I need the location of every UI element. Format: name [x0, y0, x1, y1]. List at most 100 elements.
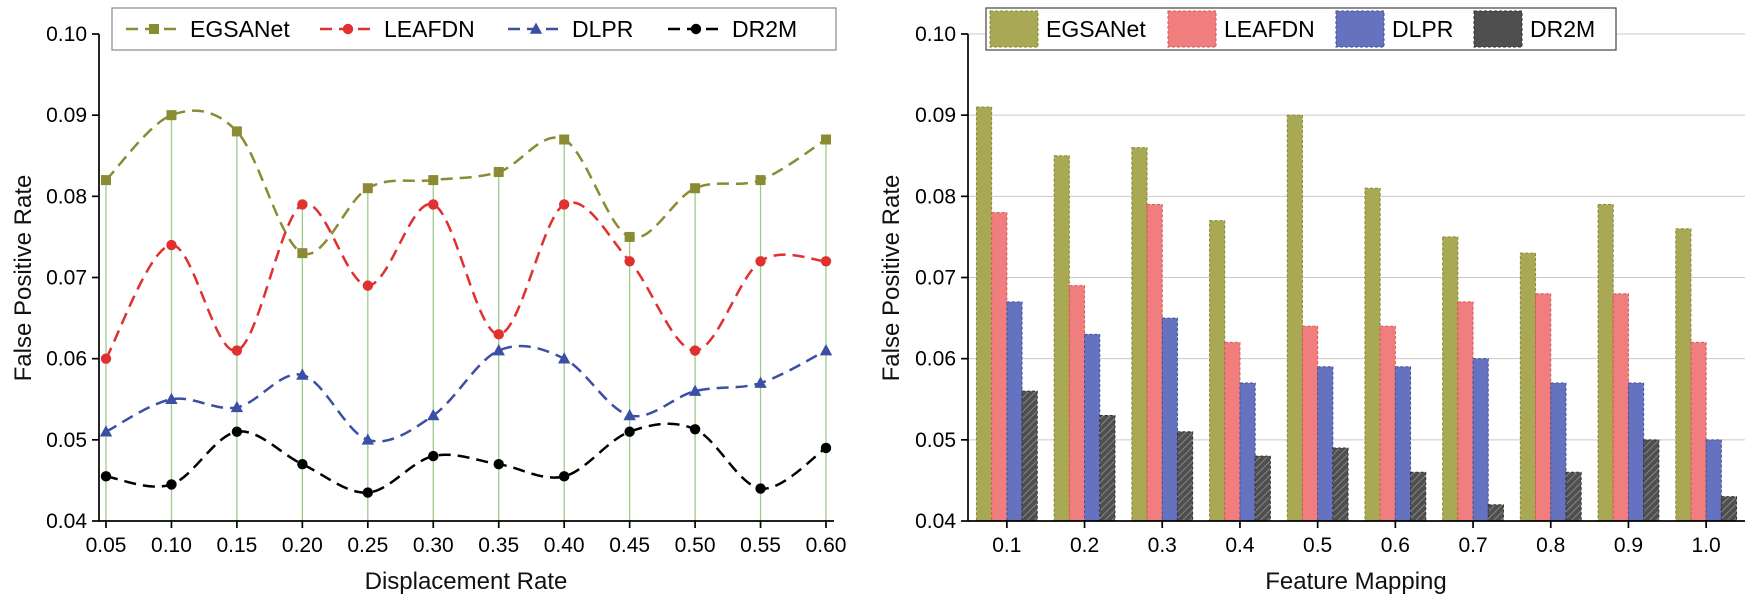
bar [1472, 358, 1489, 522]
y-tick-label: 0.08 [915, 185, 956, 208]
bar [1084, 333, 1101, 522]
legend-item-leafdn: LEAFDN [1167, 10, 1315, 48]
circle-marker [690, 23, 702, 35]
x-tick-label: 0.7 [1458, 534, 1487, 557]
square-marker [690, 183, 701, 194]
bar [1535, 293, 1552, 522]
square-marker [149, 24, 159, 34]
circle-marker [100, 471, 112, 482]
bar-chart-svg: 0.04 0.05 0.06 0.07 0.08 0.09 0.10 0.1 0.2 0.3 0.4… [915, 7, 1745, 557]
circle-marker [558, 199, 570, 210]
bar [1224, 341, 1241, 522]
axes: 0.040.050.060.070.080.090.100.05 0.10 0.15… [46, 23, 846, 557]
bar [1239, 382, 1256, 522]
bar [1068, 285, 1086, 522]
x-tick-label: 0.15 [216, 534, 257, 557]
bar [1487, 504, 1504, 522]
bar-chart-legend: EGSANet LEAFDN DLPR DR2M [985, 7, 1617, 51]
legend-label: DLPR [572, 16, 633, 42]
y-tick-label: 0.09 [46, 104, 87, 127]
line-chart-x-axis-title: Displacement Rate [364, 568, 568, 595]
x-tick-label: 0.05 [86, 534, 127, 557]
x-tick-label: 0.6 [1381, 534, 1410, 557]
x-tick-label: 0.20 [282, 534, 323, 557]
y-tick-label: 0.06 [915, 348, 956, 371]
circle-marker [624, 426, 635, 437]
legend-item-leafdn: LEAFDN [320, 16, 475, 42]
bar-series-dlpr [1006, 301, 1722, 522]
circle-marker [166, 239, 177, 251]
x-tick-label: 0.5 [1303, 534, 1332, 557]
bar [1612, 293, 1629, 522]
triangle-marker [819, 344, 833, 356]
x-tick-label: 0.30 [413, 534, 454, 557]
bar-chart-x-axis-title: Feature Mapping [1265, 568, 1447, 595]
bar [1209, 220, 1226, 522]
bar [1053, 155, 1070, 522]
bar [991, 212, 1008, 522]
triangle-marker [361, 433, 375, 445]
legend-label: EGSANet [1046, 16, 1146, 42]
y-tick-label: 0.05 [46, 429, 87, 452]
y-tick-label: 0.10 [915, 23, 956, 46]
triangle-marker [623, 408, 636, 421]
circle-marker [689, 345, 701, 356]
circle-marker [820, 256, 832, 267]
y-tick-label: 0.04 [46, 510, 87, 533]
bar [1364, 187, 1381, 522]
y-tick-label: 0.06 [46, 348, 87, 371]
x-tick-label: 0.35 [478, 534, 519, 557]
y-tick-label: 0.07 [915, 267, 956, 290]
square-marker [166, 110, 177, 121]
circle-marker [755, 256, 766, 267]
circle-marker [689, 424, 701, 435]
bar-series-egsanet [975, 106, 1692, 522]
circle-marker [362, 280, 374, 291]
legend-item-egsanet: EGSANet [989, 10, 1146, 48]
triangle-marker [492, 344, 505, 356]
square-marker [297, 248, 308, 259]
axes: 0.04 0.05 0.06 0.07 0.08 0.09 0.10 0.1 0.2 0.3 0.4… [915, 23, 1745, 557]
legend-label: DR2M [1530, 16, 1595, 42]
bar [1675, 228, 1692, 522]
line-chart-legend: EGSANet LEAFDN DLPR DR2M [111, 7, 837, 51]
x-tick-label: 0.60 [806, 534, 847, 557]
bar [1286, 114, 1303, 522]
circle-marker [231, 345, 243, 356]
square-marker [624, 231, 635, 242]
bar [1643, 439, 1660, 522]
x-tick-label: 1.0 [1692, 534, 1721, 557]
square-marker [101, 175, 111, 186]
green-stem-lines [105, 115, 827, 521]
bar [1099, 414, 1116, 522]
circle-marker [755, 483, 766, 494]
legend-item-dlpr: DLPR [508, 16, 633, 42]
y-tick-label: 0.04 [915, 510, 956, 533]
y-tick-label: 0.08 [46, 185, 87, 208]
circle-marker [624, 256, 635, 267]
legend-item-egsanet: EGSANet [126, 16, 290, 42]
triangle-marker [754, 376, 767, 388]
x-tick-label: 0.1 [992, 534, 1021, 557]
circle-marker [166, 479, 177, 490]
x-tick-label: 0.10 [151, 534, 192, 557]
circle-marker [820, 442, 832, 454]
circle-marker [493, 329, 504, 340]
bar [1705, 439, 1722, 522]
bar [1006, 301, 1023, 522]
square-marker [559, 134, 570, 145]
square-marker [231, 126, 242, 137]
bar [1394, 366, 1412, 522]
series-egsanet-line [101, 109, 831, 259]
legend-item-dr2m: DR2M [668, 16, 797, 42]
series-leafdn-line [100, 199, 832, 364]
square-marker [428, 175, 439, 186]
square-marker [821, 134, 831, 145]
x-tick-label: 0.4 [1225, 534, 1255, 557]
bar [1131, 147, 1148, 522]
circle-marker [428, 199, 439, 210]
bar [1690, 341, 1707, 522]
bar-chart-y-axis-title: False Positive Rate [878, 174, 905, 382]
bar [1146, 203, 1163, 522]
square-marker [493, 166, 504, 177]
